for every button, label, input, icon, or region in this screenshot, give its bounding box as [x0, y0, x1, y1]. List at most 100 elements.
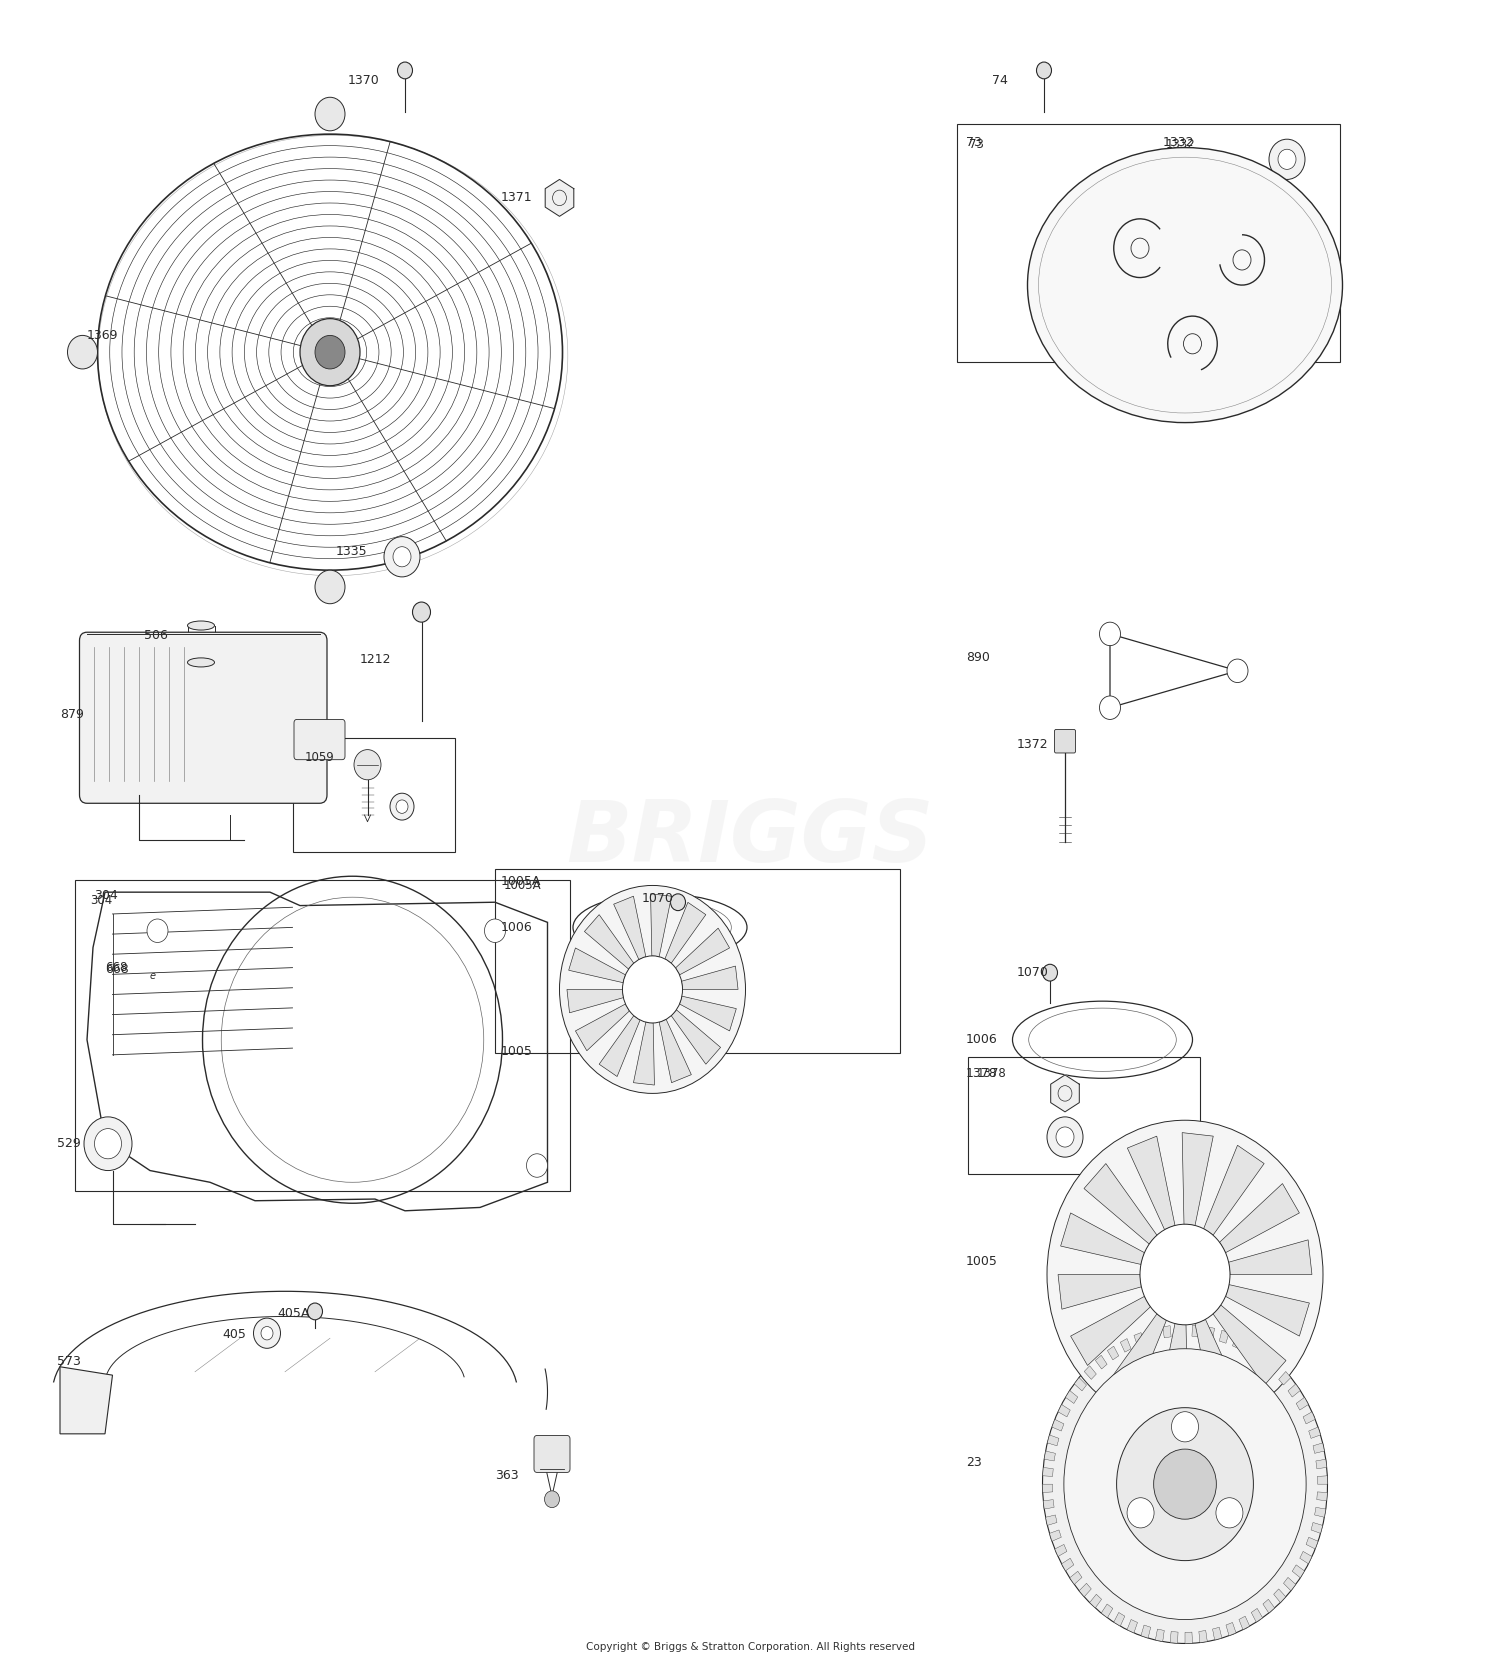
- Polygon shape: [1134, 1333, 1144, 1347]
- Polygon shape: [1084, 1164, 1156, 1244]
- Polygon shape: [1142, 1625, 1150, 1638]
- Polygon shape: [1251, 1608, 1263, 1622]
- Circle shape: [308, 1303, 322, 1320]
- Circle shape: [354, 750, 381, 780]
- Bar: [957, 124, 1340, 362]
- Text: 1005: 1005: [501, 1045, 532, 1058]
- Polygon shape: [1228, 1239, 1312, 1275]
- Text: 668: 668: [105, 963, 129, 976]
- Text: 405A: 405A: [278, 1306, 310, 1320]
- Circle shape: [315, 335, 345, 369]
- Polygon shape: [1314, 1508, 1326, 1518]
- Polygon shape: [1226, 1285, 1310, 1337]
- Polygon shape: [60, 1367, 112, 1434]
- Text: e: e: [150, 971, 156, 981]
- Polygon shape: [1192, 1325, 1200, 1337]
- Polygon shape: [1170, 1632, 1178, 1643]
- Text: 1371: 1371: [501, 191, 532, 205]
- Circle shape: [396, 800, 408, 813]
- Text: BRIGGS: BRIGGS: [567, 797, 933, 880]
- Text: 890: 890: [966, 651, 990, 664]
- Bar: [292, 738, 454, 852]
- Circle shape: [1047, 1120, 1323, 1429]
- Text: 73: 73: [966, 136, 982, 149]
- Circle shape: [1126, 1498, 1154, 1528]
- Polygon shape: [1047, 1436, 1059, 1446]
- Polygon shape: [1095, 1355, 1107, 1368]
- Circle shape: [1227, 659, 1248, 683]
- Text: 304: 304: [94, 889, 118, 902]
- Circle shape: [68, 335, 98, 369]
- Polygon shape: [544, 179, 574, 216]
- Polygon shape: [1065, 1390, 1078, 1404]
- Polygon shape: [1196, 1320, 1242, 1414]
- Text: 23: 23: [966, 1456, 981, 1469]
- Polygon shape: [1071, 1296, 1150, 1365]
- Circle shape: [1100, 696, 1120, 719]
- Text: 1378: 1378: [976, 1067, 1006, 1080]
- Ellipse shape: [188, 620, 214, 631]
- Polygon shape: [1296, 1397, 1308, 1410]
- Circle shape: [1216, 1498, 1243, 1528]
- Text: 1332: 1332: [1166, 138, 1196, 151]
- Text: 304: 304: [90, 894, 112, 907]
- Text: 1070: 1070: [642, 892, 674, 906]
- Bar: [75, 880, 570, 1191]
- Polygon shape: [1062, 1558, 1074, 1571]
- Polygon shape: [1042, 1484, 1053, 1493]
- Circle shape: [147, 919, 168, 942]
- Polygon shape: [1058, 1275, 1142, 1310]
- Polygon shape: [664, 902, 706, 963]
- Text: 1070: 1070: [1017, 966, 1048, 979]
- Circle shape: [1042, 1325, 1328, 1643]
- Polygon shape: [1106, 1313, 1167, 1404]
- Polygon shape: [1308, 1427, 1320, 1439]
- Polygon shape: [1070, 1571, 1082, 1585]
- Polygon shape: [1148, 1328, 1158, 1342]
- Text: 1378: 1378: [966, 1067, 998, 1080]
- FancyBboxPatch shape: [294, 719, 345, 760]
- Circle shape: [390, 793, 414, 820]
- Polygon shape: [1058, 1405, 1070, 1417]
- Polygon shape: [1220, 1184, 1299, 1253]
- Circle shape: [1064, 1348, 1306, 1620]
- Circle shape: [84, 1117, 132, 1171]
- Polygon shape: [1126, 1620, 1137, 1633]
- Polygon shape: [1084, 1365, 1096, 1380]
- Polygon shape: [1052, 1419, 1064, 1430]
- Text: 506: 506: [144, 629, 168, 642]
- Circle shape: [94, 1129, 122, 1159]
- Polygon shape: [568, 948, 626, 983]
- Polygon shape: [1054, 1545, 1066, 1556]
- Polygon shape: [1101, 1603, 1113, 1618]
- Circle shape: [1056, 1127, 1074, 1147]
- Text: 1006: 1006: [501, 921, 532, 934]
- Text: 1005A: 1005A: [501, 875, 542, 889]
- Text: 1006: 1006: [966, 1033, 998, 1046]
- Polygon shape: [1274, 1588, 1286, 1603]
- Polygon shape: [1182, 1132, 1214, 1226]
- Circle shape: [1100, 622, 1120, 646]
- Circle shape: [1172, 1412, 1198, 1442]
- Circle shape: [261, 1327, 273, 1340]
- Polygon shape: [1203, 1145, 1264, 1236]
- Circle shape: [1036, 62, 1052, 79]
- Circle shape: [315, 97, 345, 131]
- Text: 1059: 1059: [304, 751, 334, 765]
- Polygon shape: [681, 966, 738, 989]
- Circle shape: [1140, 1224, 1230, 1325]
- Polygon shape: [1317, 1476, 1328, 1484]
- Polygon shape: [1120, 1338, 1131, 1352]
- Text: 668: 668: [105, 961, 128, 974]
- Text: 1332: 1332: [1162, 136, 1194, 149]
- Text: 1372: 1372: [1017, 738, 1048, 751]
- Polygon shape: [1317, 1493, 1328, 1501]
- Polygon shape: [1155, 1628, 1164, 1642]
- Polygon shape: [1198, 1630, 1208, 1642]
- Polygon shape: [1185, 1632, 1192, 1643]
- Text: 1369: 1369: [87, 329, 118, 342]
- Ellipse shape: [188, 657, 214, 667]
- Text: 405: 405: [222, 1328, 246, 1342]
- Circle shape: [384, 537, 420, 577]
- Circle shape: [484, 919, 506, 942]
